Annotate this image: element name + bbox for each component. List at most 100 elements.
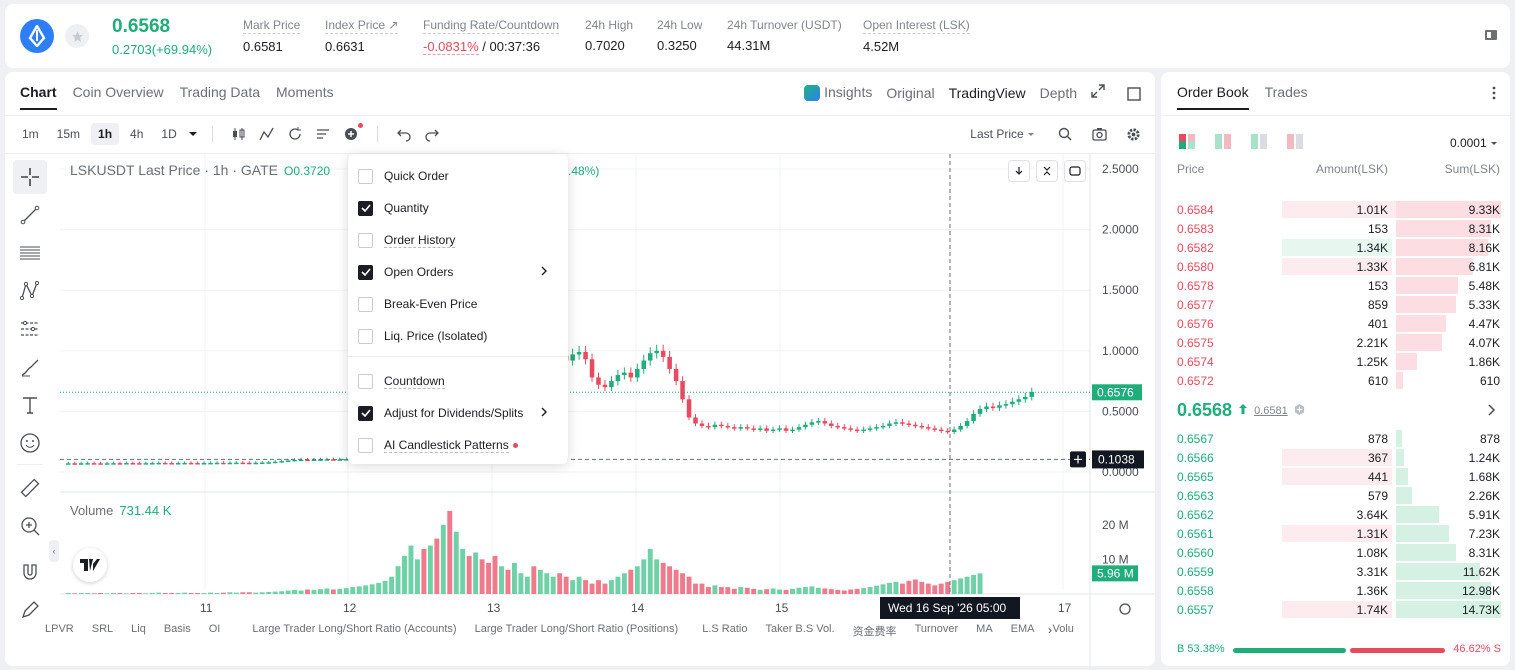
favorite-star-icon[interactable] <box>65 24 89 48</box>
templates-icon[interactable] <box>311 122 335 146</box>
tab-order-book[interactable]: Order Book <box>1177 84 1249 110</box>
tab-coin-overview[interactable]: Coin Overview <box>72 84 164 100</box>
indicator-tab[interactable]: OI <box>208 623 221 635</box>
tab-trading-data[interactable]: Trading Data <box>179 84 261 100</box>
bid-row[interactable]: 0.6565 441 1.68K <box>1161 467 1510 486</box>
checkbox-unchecked-icon[interactable] <box>358 296 373 312</box>
bid-row[interactable]: 0.6557 1.74K 14.73K <box>1161 600 1510 619</box>
checkbox-unchecked-icon[interactable] <box>358 437 373 453</box>
replay-icon[interactable] <box>283 122 307 146</box>
menu-item-liq-price-isolated[interactable]: Liq. Price (Isolated) <box>358 326 558 346</box>
ask-row[interactable]: 0.6578 153 5.48K <box>1161 276 1510 295</box>
bid-row[interactable]: 0.6566 367 1.24K <box>1161 448 1510 467</box>
ask-row[interactable]: 0.6577 859 5.33K <box>1161 295 1510 314</box>
indicator-tab[interactable]: Large Trader Long/Short Ratio (Accounts) <box>252 623 457 635</box>
both-sides-icon[interactable] <box>1179 134 1195 149</box>
indicator-tab[interactable]: Turnover <box>914 623 959 635</box>
interval-1h[interactable]: 1h <box>91 123 120 145</box>
trend-line-tool-icon[interactable] <box>13 198 47 232</box>
ask-row[interactable]: 0.6574 1.25K 1.86K <box>1161 352 1510 371</box>
stat-index-price[interactable]: Index Price ↗ 0.6631 <box>325 18 399 54</box>
ruler-tool-icon[interactable] <box>13 471 47 505</box>
interval-15m[interactable]: 15m <box>56 127 81 141</box>
ask-row[interactable]: 0.6582 1.34K 8.16K <box>1161 238 1510 257</box>
pencil-lock-tool-icon[interactable] <box>13 593 47 627</box>
checkbox-checked-icon[interactable] <box>358 200 373 216</box>
checkbox-unchecked-icon[interactable] <box>358 168 373 184</box>
collapse-pane-icon[interactable] <box>1036 160 1058 182</box>
mark-info-icon[interactable] <box>1294 402 1305 420</box>
ask-row[interactable]: 0.6583 153 8.31K <box>1161 219 1510 238</box>
indicator-tab[interactable]: MA <box>976 623 993 635</box>
search-icon[interactable] <box>1053 122 1077 146</box>
undo-icon[interactable] <box>392 122 416 146</box>
price-type-select[interactable]: Last Price <box>970 127 1035 141</box>
bid-row[interactable]: 0.6562 3.64K 5.91K <box>1161 505 1510 524</box>
candle-type-icon[interactable] <box>227 122 251 146</box>
checkbox-unchecked-icon[interactable] <box>358 232 373 248</box>
indicator-scroll-right-icon[interactable]: › <box>1048 623 1052 637</box>
chevron-right-icon[interactable] <box>1488 403 1496 421</box>
tab-insights[interactable]: Insights <box>804 84 872 102</box>
tab-chart[interactable]: Chart <box>20 84 57 110</box>
menu-item-open-orders[interactable]: Open Orders <box>358 262 558 282</box>
menu-item-break-even-price[interactable]: Break-Even Price <box>358 294 558 314</box>
checkbox-unchecked-icon[interactable] <box>358 328 373 344</box>
bid-row[interactable]: 0.6561 1.31K 7.23K <box>1161 524 1510 543</box>
indicator-tab[interactable]: SRL <box>91 623 114 635</box>
ask-row[interactable]: 0.6580 1.33K 6.81K <box>1161 257 1510 276</box>
ask-row[interactable]: 0.6584 1.01K 9.33K <box>1161 200 1510 219</box>
indicator-tab[interactable]: EMA <box>1010 623 1035 635</box>
notes-icon[interactable] <box>1484 28 1498 42</box>
indicators-icon[interactable] <box>255 122 279 146</box>
interval-1d[interactable]: 1D <box>161 127 177 141</box>
fib-tool-icon[interactable] <box>13 236 47 270</box>
menu-item-adjust-for-dividends-splits[interactable]: Adjust for Dividends/Splits <box>358 403 558 423</box>
indicator-tab[interactable]: LPVR <box>45 623 74 635</box>
maximize-pane-icon[interactable] <box>1064 160 1086 182</box>
bid-row[interactable]: 0.6563 579 2.26K <box>1161 486 1510 505</box>
checkbox-unchecked-icon[interactable] <box>358 373 373 389</box>
menu-item-ai-candlestick-patterns[interactable]: AI Candlestick Patterns <box>358 435 558 455</box>
settings-display-icon[interactable] <box>339 122 363 146</box>
checkbox-checked-icon[interactable] <box>358 264 373 280</box>
interval-dropdown-icon[interactable] <box>188 127 198 141</box>
bid-row[interactable]: 0.6560 1.08K 8.31K <box>1161 543 1510 562</box>
bid-row[interactable]: 0.6567 878 878 <box>1161 429 1510 448</box>
fullscreen-icon[interactable] <box>1091 84 1105 101</box>
bid-row[interactable]: 0.6559 3.31K 11.62K <box>1161 562 1510 581</box>
indicator-tab[interactable]: Volu <box>1052 623 1074 635</box>
tradingview-logo[interactable] <box>73 548 107 582</box>
zoom-tool-icon[interactable] <box>13 509 47 543</box>
ask-row[interactable]: 0.6576 401 4.47K <box>1161 314 1510 333</box>
indicator-tab[interactable]: Liq <box>131 623 146 635</box>
window-icon[interactable] <box>1127 87 1141 106</box>
checkbox-checked-icon[interactable] <box>358 405 373 421</box>
price-chart[interactable]: 2.5000 2.0000 1.5000 1.0000 0.5000 0.0000 11 12… <box>60 154 1155 666</box>
menu-item-countdown[interactable]: Countdown <box>358 371 558 391</box>
precision-select[interactable]: 0.0001 <box>1450 136 1498 150</box>
indicator-tab[interactable]: Taker B.S Vol. <box>765 623 835 635</box>
crosshair-tool-icon[interactable] <box>13 160 47 194</box>
projection-tool-icon[interactable] <box>13 312 47 346</box>
ask-row[interactable]: 0.6575 2.21K 4.07K <box>1161 333 1510 352</box>
redo-icon[interactable] <box>420 122 444 146</box>
camera-icon[interactable] <box>1087 122 1111 146</box>
asks-only-icon[interactable] <box>1287 134 1303 149</box>
bid-row[interactable]: 0.6558 1.36K 12.98K <box>1161 581 1510 600</box>
interval-1m[interactable]: 1m <box>22 127 39 141</box>
more-options-icon[interactable] <box>1492 86 1496 105</box>
indicator-tab[interactable]: 资金费率 <box>852 626 897 638</box>
magnet-tool-icon[interactable] <box>13 555 47 589</box>
indicator-tab[interactable]: L.S Ratio <box>702 623 748 635</box>
tab-trades[interactable]: Trades <box>1264 84 1308 100</box>
pattern-tool-icon[interactable] <box>13 274 47 308</box>
interval-4h[interactable]: 4h <box>130 127 144 141</box>
ask-row[interactable]: 0.6572 610 610 <box>1161 371 1510 390</box>
bids-only-icon[interactable] <box>1251 134 1267 149</box>
scroll-down-icon[interactable] <box>1008 160 1030 182</box>
collapse-toolbar-icon[interactable]: ‹ <box>49 540 59 562</box>
gear-icon[interactable] <box>1121 122 1145 146</box>
menu-item-quick-order[interactable]: Quick Order <box>358 166 558 186</box>
text-tool-icon[interactable] <box>13 388 47 422</box>
